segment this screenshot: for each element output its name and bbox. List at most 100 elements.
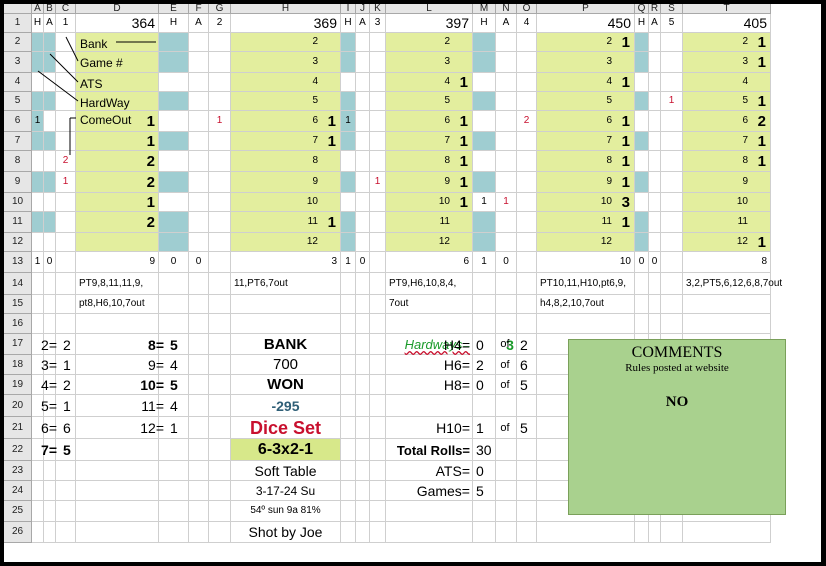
cell-M3[interactable] xyxy=(473,52,496,73)
cell-Q14[interactable] xyxy=(635,273,649,295)
cell-L13[interactable]: 6 xyxy=(386,252,473,273)
cell-I24[interactable] xyxy=(341,481,356,501)
cell-T16[interactable] xyxy=(683,314,771,334)
cell-G2[interactable] xyxy=(209,33,231,52)
cell-Q10[interactable] xyxy=(635,193,649,212)
cell-T15[interactable] xyxy=(683,295,771,314)
cell-M14[interactable] xyxy=(473,273,496,295)
cell-H5[interactable]: 5 xyxy=(231,92,341,111)
cell-I8[interactable] xyxy=(341,151,356,172)
cell-M6[interactable] xyxy=(473,111,496,132)
cell-G14[interactable] xyxy=(209,273,231,295)
cell-C23[interactable] xyxy=(56,461,76,481)
cell-I15[interactable] xyxy=(341,295,356,314)
cell-K20[interactable] xyxy=(370,395,386,417)
cell-J5[interactable] xyxy=(356,92,370,111)
row-header-20[interactable]: 20 xyxy=(4,395,32,417)
cell-G25[interactable] xyxy=(209,501,231,522)
cell-F18[interactable] xyxy=(189,355,209,375)
cell-T12[interactable]: 12 1 xyxy=(683,233,771,252)
cell-R14[interactable] xyxy=(649,273,661,295)
cell-R16[interactable] xyxy=(649,314,661,334)
cell-H4[interactable]: 4 xyxy=(231,73,341,92)
cell-J17[interactable] xyxy=(356,334,370,355)
cell-D4[interactable] xyxy=(76,73,159,92)
cell-K3[interactable] xyxy=(370,52,386,73)
cell-K17[interactable] xyxy=(370,334,386,355)
cell-K18[interactable] xyxy=(370,355,386,375)
cell-J19[interactable] xyxy=(356,375,370,395)
cell-F13[interactable]: 0 xyxy=(189,252,209,273)
cell-C10[interactable] xyxy=(56,193,76,212)
cell-G23[interactable] xyxy=(209,461,231,481)
cell-Q7[interactable] xyxy=(635,132,649,151)
cell-J20[interactable] xyxy=(356,395,370,417)
cell-G16[interactable] xyxy=(209,314,231,334)
cell-A10[interactable] xyxy=(32,193,44,212)
cell-C21[interactable] xyxy=(56,417,76,439)
cell-N6[interactable] xyxy=(496,111,517,132)
cell-N8[interactable] xyxy=(496,151,517,172)
cell-J13[interactable]: 0 xyxy=(356,252,370,273)
cell-I22[interactable] xyxy=(341,439,356,461)
cell-C18[interactable] xyxy=(56,355,76,375)
cell-R12[interactable] xyxy=(649,233,661,252)
cell-N9[interactable] xyxy=(496,172,517,193)
cell-R5[interactable] xyxy=(649,92,661,111)
cell-R11[interactable] xyxy=(649,212,661,233)
cell-N17[interactable] xyxy=(496,334,517,355)
cell-K12[interactable] xyxy=(370,233,386,252)
cell-R3[interactable] xyxy=(649,52,661,73)
column-header-Q[interactable]: Q xyxy=(635,4,649,14)
cell-D12[interactable] xyxy=(76,233,159,252)
cell-I14[interactable] xyxy=(341,273,356,295)
cell-A14[interactable] xyxy=(32,273,44,295)
cell-E10[interactable] xyxy=(159,193,189,212)
cell-G22[interactable] xyxy=(209,439,231,461)
cell-N24[interactable] xyxy=(496,481,517,501)
cell-M24[interactable] xyxy=(473,481,496,501)
column-header-G[interactable]: G xyxy=(209,4,231,14)
cell-L1[interactable]: 397 xyxy=(386,14,473,33)
column-header-R[interactable]: R xyxy=(649,4,661,14)
cell-A25[interactable] xyxy=(32,501,44,522)
cell-L24[interactable] xyxy=(386,481,473,501)
cell-I18[interactable] xyxy=(341,355,356,375)
row-header-22[interactable]: 22 xyxy=(4,439,32,461)
cell-B15[interactable] xyxy=(44,295,56,314)
cell-Q11[interactable] xyxy=(635,212,649,233)
cell-Q5[interactable] xyxy=(635,92,649,111)
cell-C12[interactable] xyxy=(56,233,76,252)
cell-C17[interactable] xyxy=(56,334,76,355)
row-header-25[interactable]: 25 xyxy=(4,501,32,522)
spreadsheet[interactable]: A B C D E F G H I J K L M N O P Q R S T 1 2 3 4 5 6 7 8 9 10 11 12 13 14 1… xyxy=(4,4,821,562)
cell-R1[interactable]: A xyxy=(649,14,661,33)
cell-G3[interactable] xyxy=(209,52,231,73)
cell-H13[interactable]: 3 xyxy=(231,252,341,273)
cell-D26[interactable] xyxy=(76,522,159,543)
row-header-10[interactable]: 10 xyxy=(4,193,32,212)
cell-J24[interactable] xyxy=(356,481,370,501)
cell-I7[interactable] xyxy=(341,132,356,151)
cell-O10[interactable] xyxy=(517,193,537,212)
cell-L17[interactable] xyxy=(386,334,473,355)
cell-B13[interactable]: 0 xyxy=(44,252,56,273)
cell-D20[interactable] xyxy=(76,395,159,417)
cell-G9[interactable] xyxy=(209,172,231,193)
cell-K1[interactable]: 3 xyxy=(370,14,386,33)
cell-E7[interactable] xyxy=(159,132,189,151)
cell-P16[interactable] xyxy=(537,314,635,334)
cell-E1[interactable]: H xyxy=(159,14,189,33)
cell-O5[interactable] xyxy=(517,92,537,111)
cell-G12[interactable] xyxy=(209,233,231,252)
cell-L25[interactable] xyxy=(386,501,473,522)
cell-Q26[interactable] xyxy=(635,522,649,543)
cell-H11[interactable]: 11 1 xyxy=(231,212,341,233)
cell-H3[interactable]: 3 xyxy=(231,52,341,73)
cell-A15[interactable] xyxy=(32,295,44,314)
cell-A6[interactable]: 1 xyxy=(32,111,44,132)
cell-I11[interactable] xyxy=(341,212,356,233)
cell-O22[interactable] xyxy=(517,439,537,461)
